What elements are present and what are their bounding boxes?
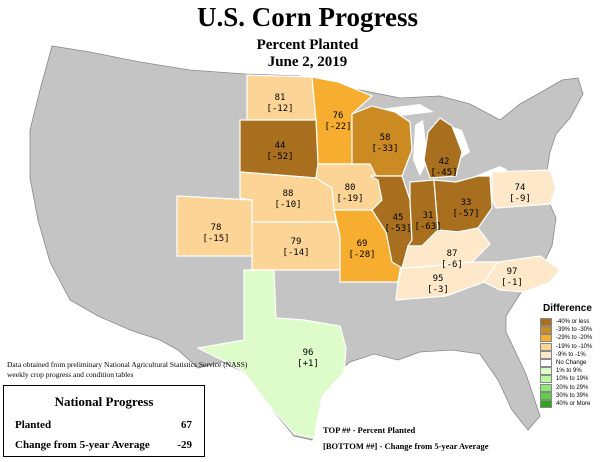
- legend-swatch: [540, 375, 552, 384]
- legend-swatch: [540, 342, 552, 351]
- legend-swatch: [540, 399, 552, 408]
- state-pa-percent-planted: 74: [515, 183, 526, 193]
- legend-item: -29% to -20%: [540, 334, 615, 343]
- legend-label: 30% to 39%: [556, 392, 589, 399]
- legend-swatch: [540, 367, 552, 376]
- state-mo-change: [-28]: [348, 250, 375, 260]
- key-top: TOP ## - Percent Planted: [323, 425, 416, 435]
- state-ne-change: [-10]: [274, 200, 301, 210]
- state-wi-change: [-33]: [371, 144, 398, 154]
- state-pa: [491, 169, 557, 209]
- state-oh-change: [-57]: [452, 209, 479, 219]
- legend-label: -19% to -10%: [556, 343, 593, 350]
- legend-item: 30% to 39%: [540, 391, 615, 400]
- state-il-change: [-53]: [384, 224, 411, 234]
- legend-label: -40% or less: [556, 319, 590, 326]
- change-label: Change from 5-year Average: [15, 439, 150, 451]
- state-tx-change: [+1]: [297, 359, 319, 369]
- change-value: -29: [177, 439, 192, 451]
- state-ky-percent-planted: 87: [447, 249, 458, 259]
- state-mo-percent-planted: 69: [357, 239, 368, 249]
- legend-swatch: [540, 391, 552, 400]
- legend-label: 40% or More: [556, 400, 591, 407]
- legend-item: -19% to -10%: [540, 342, 615, 351]
- state-nd-change: [-12]: [266, 104, 293, 114]
- map-subtitle: Percent Planted: [256, 37, 359, 53]
- key-bottom: [BOTTOM ##] - Change from 5-year Average: [323, 441, 489, 451]
- state-sd-percent-planted: 44: [275, 141, 286, 151]
- legend-swatch: [540, 326, 552, 335]
- state-ky-change: [-6]: [441, 260, 463, 270]
- state-tx: [196, 269, 347, 439]
- state-nc: [483, 255, 561, 293]
- map-title: U.S. Corn Progress: [197, 2, 418, 32]
- state-nc-percent-planted: 97: [507, 267, 518, 277]
- state-oh-percent-planted: 33: [461, 198, 472, 208]
- state-ne-percent-planted: 88: [283, 189, 294, 199]
- legend-item: -40% or less: [540, 318, 615, 327]
- state-co-change: [-15]: [202, 234, 229, 244]
- legend-label: 20% to 29%: [556, 384, 589, 391]
- legend-item: 20% to 29%: [540, 383, 615, 392]
- state-tn-percent-planted: 95: [433, 274, 444, 284]
- state-tx-percent-planted: 96: [303, 348, 314, 358]
- state-ks-percent-planted: 79: [291, 237, 302, 247]
- state-sd-change: [-52]: [266, 152, 293, 162]
- state-ia-change: [-19]: [336, 194, 363, 204]
- legend-label: -39% to -30%: [556, 327, 593, 334]
- legend-swatch: [540, 359, 552, 368]
- legend-item: 1% to 9%: [540, 367, 615, 376]
- data-source-note: Data obtained from preliminary National …: [7, 360, 248, 379]
- legend-swatch: [540, 350, 552, 359]
- legend-label: -29% to -20%: [556, 335, 593, 342]
- legend-swatch: [540, 383, 552, 392]
- state-il-percent-planted: 45: [393, 213, 404, 223]
- state-il: [369, 175, 413, 269]
- legend-label: -9% to -1%: [556, 351, 586, 358]
- planted-label: Planted: [15, 419, 52, 431]
- legend-swatch: [540, 334, 552, 343]
- state-nd-percent-planted: 81: [275, 93, 286, 103]
- state-mn-change: [-22]: [324, 122, 351, 132]
- legend-label: 1% to 9%: [556, 368, 582, 375]
- map-date: June 2, 2019: [267, 54, 348, 70]
- state-mi: [423, 117, 463, 179]
- state-pa-change: [-9]: [509, 194, 531, 204]
- national-progress-box: National Progress Planted 67 Change from…: [3, 385, 205, 457]
- state-wi-percent-planted: 58: [380, 133, 391, 143]
- legend-item: -9% to -1%: [540, 350, 615, 359]
- difference-legend: Difference -40% or less -39% to -30% -29% …: [540, 303, 615, 408]
- legend-label: No Change: [556, 360, 587, 367]
- change-row: Change from 5-year Average -29: [15, 439, 192, 451]
- legend-item: 40% or More: [540, 399, 615, 408]
- state-co-percent-planted: 78: [211, 223, 222, 233]
- state-tn-change: [-3]: [427, 285, 449, 295]
- planted-value: 67: [181, 419, 192, 431]
- state-mi-percent-planted: 42: [439, 157, 450, 167]
- state-nc-change: [-1]: [501, 278, 523, 288]
- legend-item: 10% to 19%: [540, 375, 615, 384]
- state-ia-percent-planted: 80: [345, 183, 356, 193]
- legend-item: -39% to -30%: [540, 326, 615, 335]
- national-progress-title: National Progress: [54, 394, 154, 409]
- legend-title: Difference: [543, 303, 592, 314]
- legend-label: 10% to 19%: [556, 376, 589, 383]
- legend-swatch: [540, 318, 552, 327]
- state-mn-percent-planted: 76: [333, 111, 344, 121]
- state-in-percent-planted: 31: [423, 211, 434, 221]
- state-in-change: [-63]: [414, 222, 441, 232]
- state-ks-change: [-14]: [282, 248, 309, 258]
- planted-row: Planted 67: [15, 419, 192, 431]
- state-mi-change: [-45]: [430, 168, 457, 178]
- legend-item: No Change: [540, 359, 615, 368]
